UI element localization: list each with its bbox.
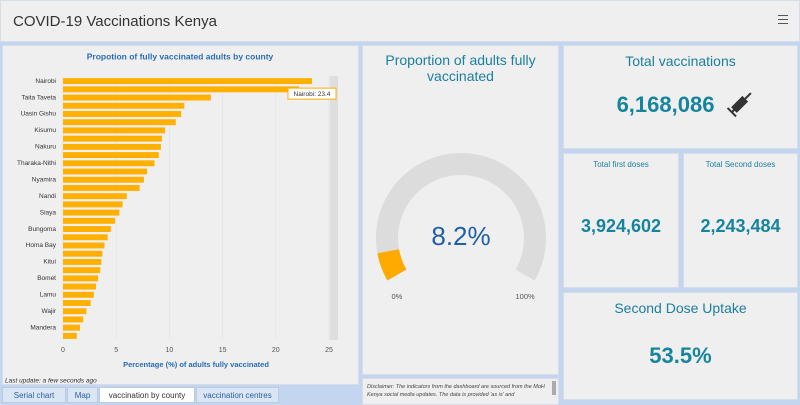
disclaimer: Disclaimer: The indicators from the dash… [367,384,545,398]
header-title: COVID-19 Vaccinations Kenya [13,13,217,30]
kpi-value: 6,168,086 [616,92,715,117]
tab[interactable]: vaccination centres [196,387,279,403]
syringe-icon [726,92,752,118]
tab[interactable]: vaccination by county [99,387,195,403]
kpi-panel: Second Dose Uptake 53.5% [563,292,798,400]
kpi-title: Total vaccinations [625,53,736,69]
kpi-panel: Total Second doses 2,243,484 [683,153,798,288]
kpi-panel: Total vaccinations 6,168,086 [563,45,798,149]
kpi-panel: Total first doses 3,924,602 [563,153,679,288]
kpi-title: Total Second doses [705,160,776,169]
kpi-value: 53.5% [649,343,712,368]
kpi-value: 2,243,484 [700,216,781,236]
menu-button[interactable] [778,15,788,24]
disclaimer-panel: Disclaimer: The indicators from the dash… [362,378,559,405]
bar-panel [2,45,359,385]
header: COVID-19 Vaccinations Kenya [0,0,800,42]
gauge-title: Proportion of adults fully vaccinated [385,52,536,84]
kpi-value: 3,924,602 [580,216,662,236]
scrollbar[interactable] [552,381,556,395]
gauge-panel: Proportion of adults fully vaccinated [362,45,559,375]
kpi-title: Total first doses [593,160,649,169]
tab[interactable]: Map [67,387,98,403]
tab[interactable]: Serial chart [2,387,66,403]
kpi-title: Second Dose Uptake [614,300,747,316]
